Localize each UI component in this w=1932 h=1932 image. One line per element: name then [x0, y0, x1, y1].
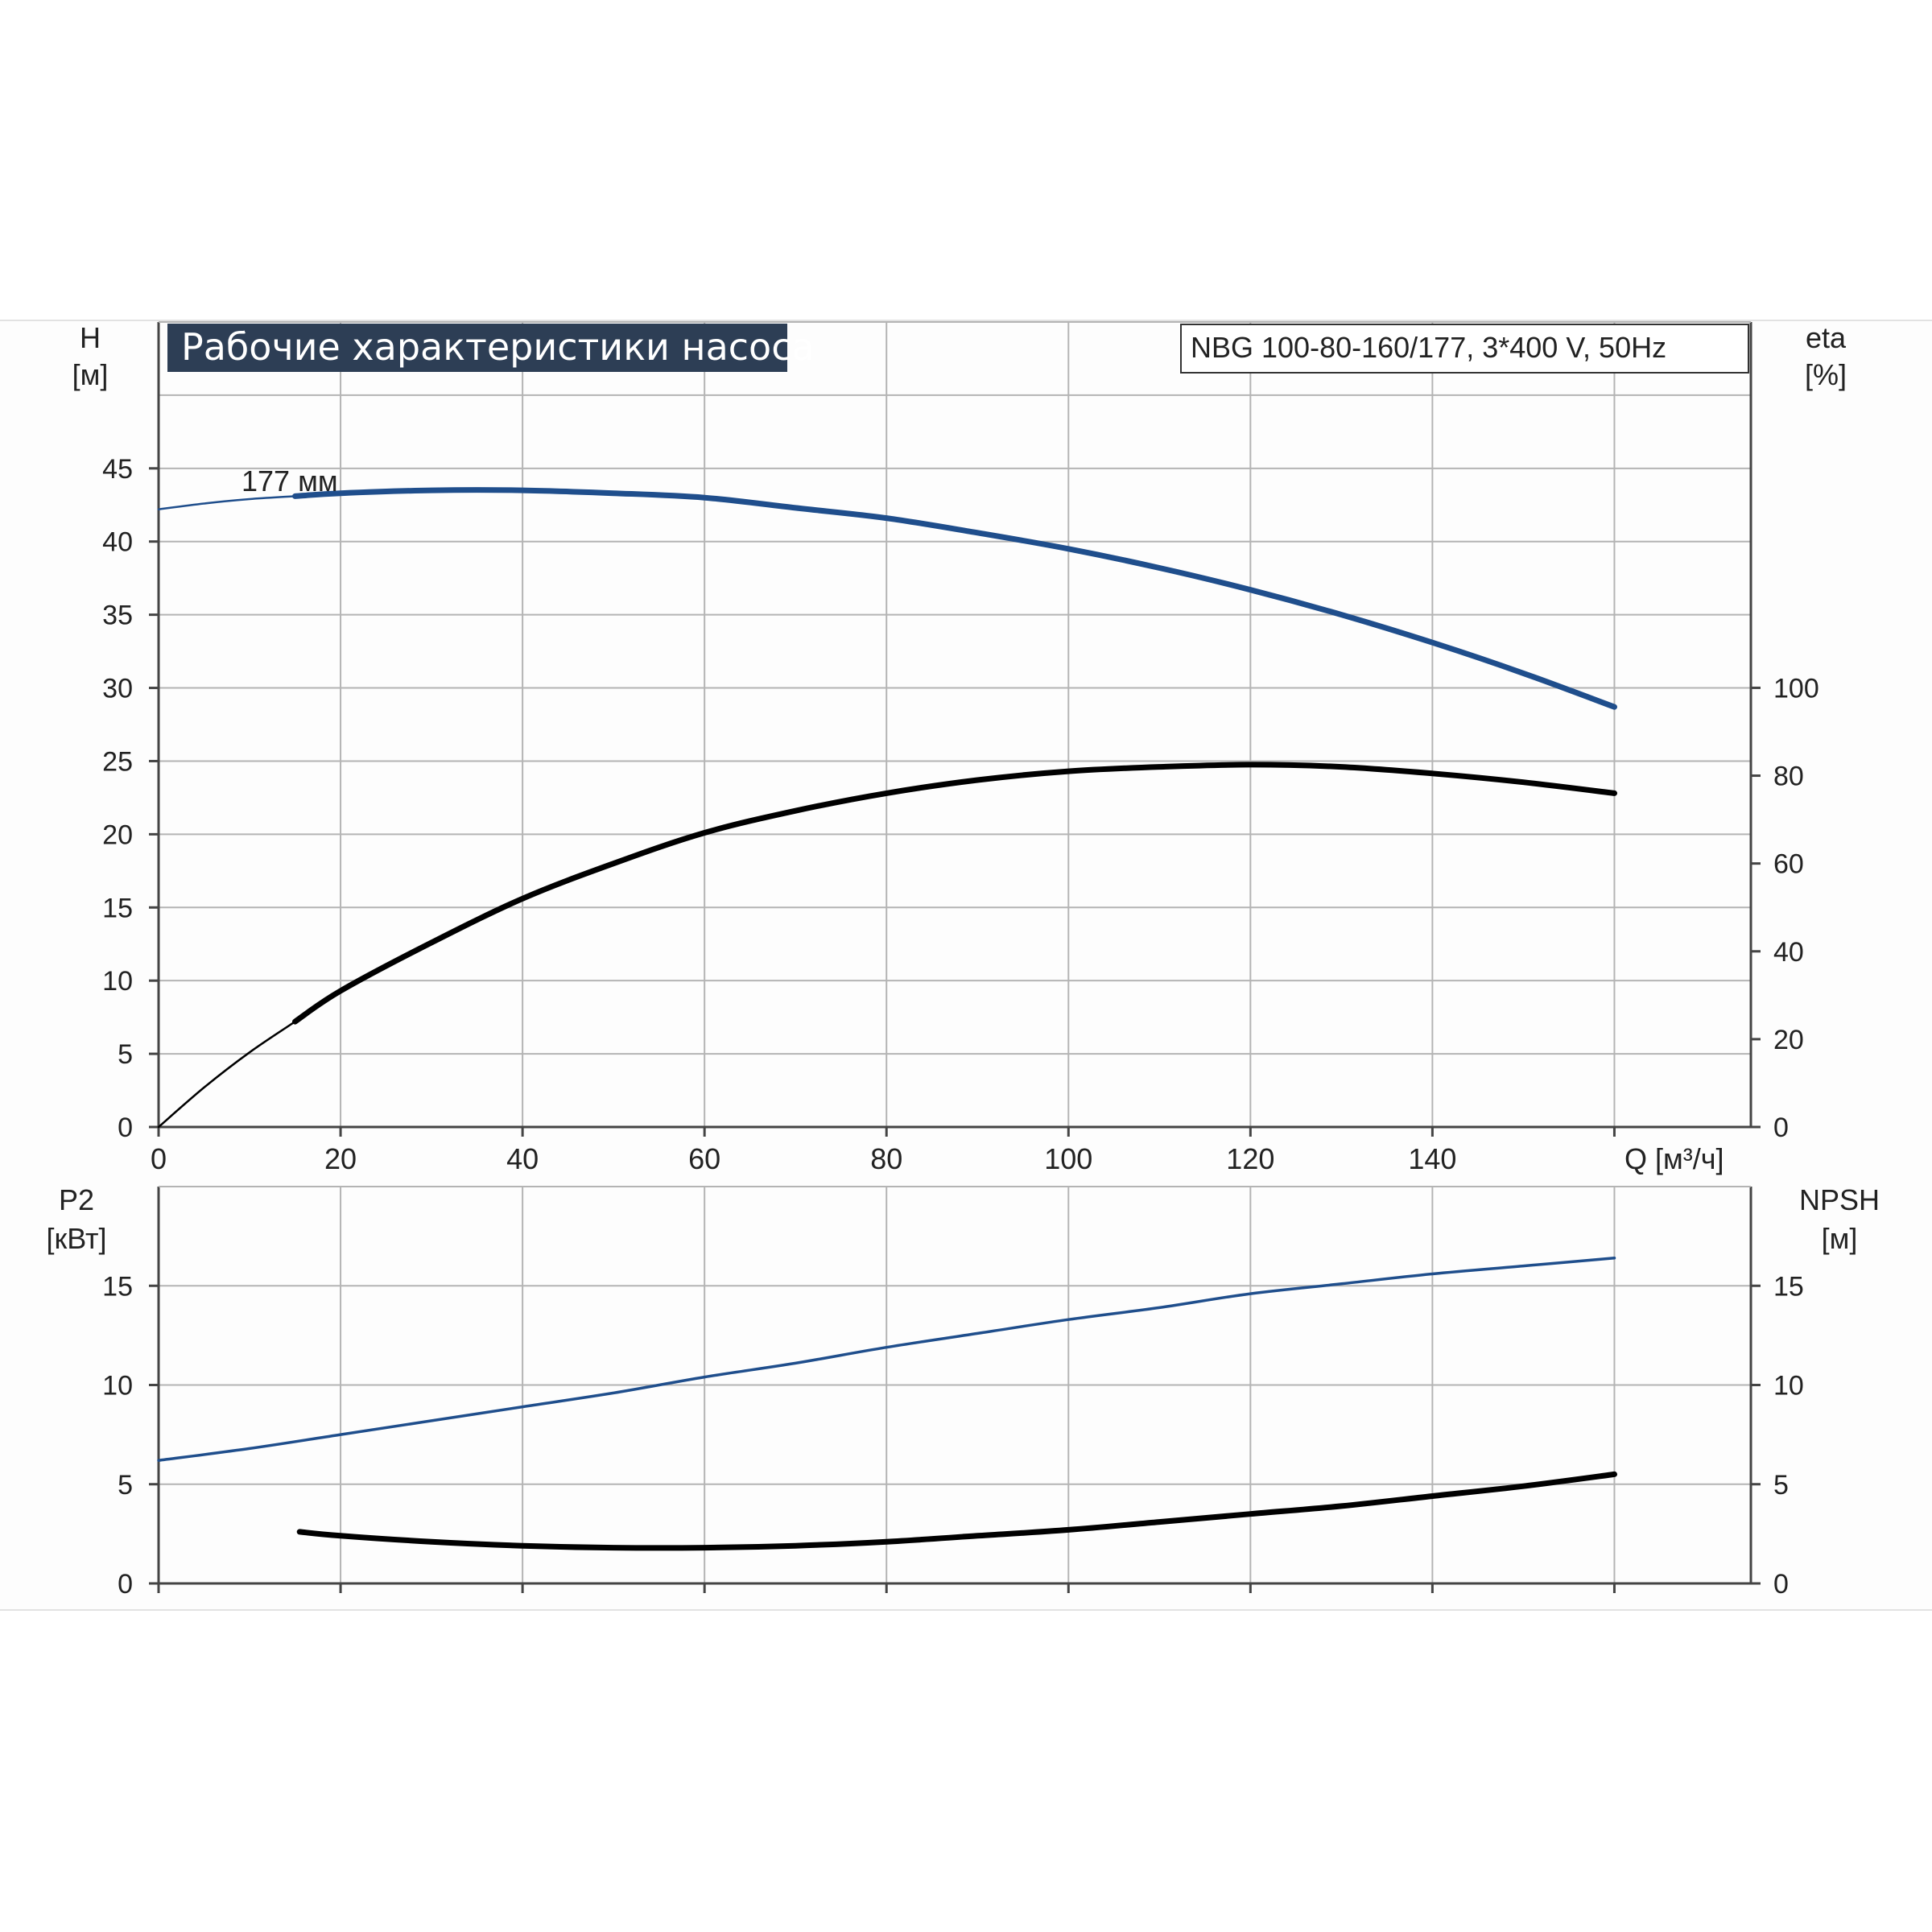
top-left-tick-label-10: 10 — [102, 966, 133, 997]
bottom-right-tick-label-5: 5 — [1773, 1470, 1789, 1501]
top-panel-grid — [157, 321, 1752, 1129]
title-box — [167, 324, 787, 372]
eta-curve-operating-range — [292, 762, 1617, 1025]
top-right-tick-label-60: 60 — [1773, 849, 1804, 880]
top-right-tick-label-80: 80 — [1773, 762, 1804, 792]
npsh-curve-operating-range — [296, 1471, 1617, 1551]
impeller-diameter-label: 177 мм — [242, 464, 338, 497]
power-curve — [157, 1256, 1616, 1462]
x-tick-label-40: 40 — [506, 1142, 539, 1175]
head-axis-label: H — [80, 321, 101, 354]
top-left-tick-label-45: 45 — [102, 454, 133, 485]
top-left-tick-label-0: 0 — [118, 1113, 133, 1143]
x-tick-label-20: 20 — [324, 1142, 357, 1175]
bottom-right-tick-label-15: 15 — [1773, 1271, 1804, 1302]
top-left-tick-label-30: 30 — [102, 674, 133, 704]
bottom-left-tick-label-5: 5 — [118, 1470, 133, 1501]
top-left-tick-label-5: 5 — [118, 1039, 133, 1070]
eta-axis-label: eta — [1806, 321, 1847, 354]
head-axis-unit: [м] — [72, 358, 109, 391]
chart-background — [0, 320, 1932, 1610]
power-axis-label: P2 — [59, 1183, 94, 1216]
x-tick-label-0: 0 — [151, 1142, 167, 1175]
x-tick-label-100: 100 — [1044, 1142, 1092, 1175]
chart-title: Рабочие характеристики насоса — [181, 325, 815, 369]
x-tick-label-80: 80 — [870, 1142, 902, 1175]
top-right-tick-label-20: 20 — [1773, 1025, 1804, 1055]
top-right-tick-label-40: 40 — [1773, 937, 1804, 968]
top-left-tick-label-25: 25 — [102, 746, 133, 777]
x-tick-label-140: 140 — [1408, 1142, 1456, 1175]
npsh-axis-unit: [м] — [1822, 1222, 1858, 1255]
bottom-right-tick-label-0: 0 — [1773, 1569, 1789, 1600]
npsh-axis-label: NPSH — [1799, 1183, 1880, 1216]
top-left-tick-label-15: 15 — [102, 893, 133, 923]
bottom-panel-grid — [157, 1186, 1752, 1585]
head-curve-operating-range — [292, 487, 1617, 710]
top-right-tick-label-100: 100 — [1773, 673, 1819, 704]
top-right-tick-label-0: 0 — [1773, 1113, 1789, 1143]
top-panel-ticks: 0 5 10 15 20 25 30 35 40 45 0 20 40 60 80 100 0 20 40 60 80 1… — [102, 454, 1819, 1175]
power-axis-unit: [кВт] — [46, 1222, 106, 1255]
bottom-left-tick-label-0: 0 — [118, 1569, 133, 1600]
model-label: NBG 100-80-160/177, 3*400 V, 50Hz — [1191, 331, 1666, 364]
top-left-tick-label-20: 20 — [102, 819, 133, 850]
top-left-tick-label-40: 40 — [102, 527, 133, 558]
bottom-right-tick-label-10: 10 — [1773, 1371, 1804, 1402]
flow-axis-label: Q [м³/ч] — [1624, 1142, 1724, 1175]
x-tick-label-60: 60 — [688, 1142, 720, 1175]
curves-layer — [157, 487, 1617, 1551]
top-left-tick-label-35: 35 — [102, 601, 133, 631]
x-tick-label-120: 120 — [1226, 1142, 1274, 1175]
model-label-box — [1180, 324, 1749, 374]
bottom-left-tick-label-10: 10 — [102, 1371, 133, 1402]
bottom-left-tick-label-15: 15 — [102, 1271, 133, 1302]
bottom-panel-ticks: 0 5 10 15 0 5 10 15 — [102, 1271, 1804, 1600]
eta-axis-unit: [%] — [1805, 358, 1847, 391]
